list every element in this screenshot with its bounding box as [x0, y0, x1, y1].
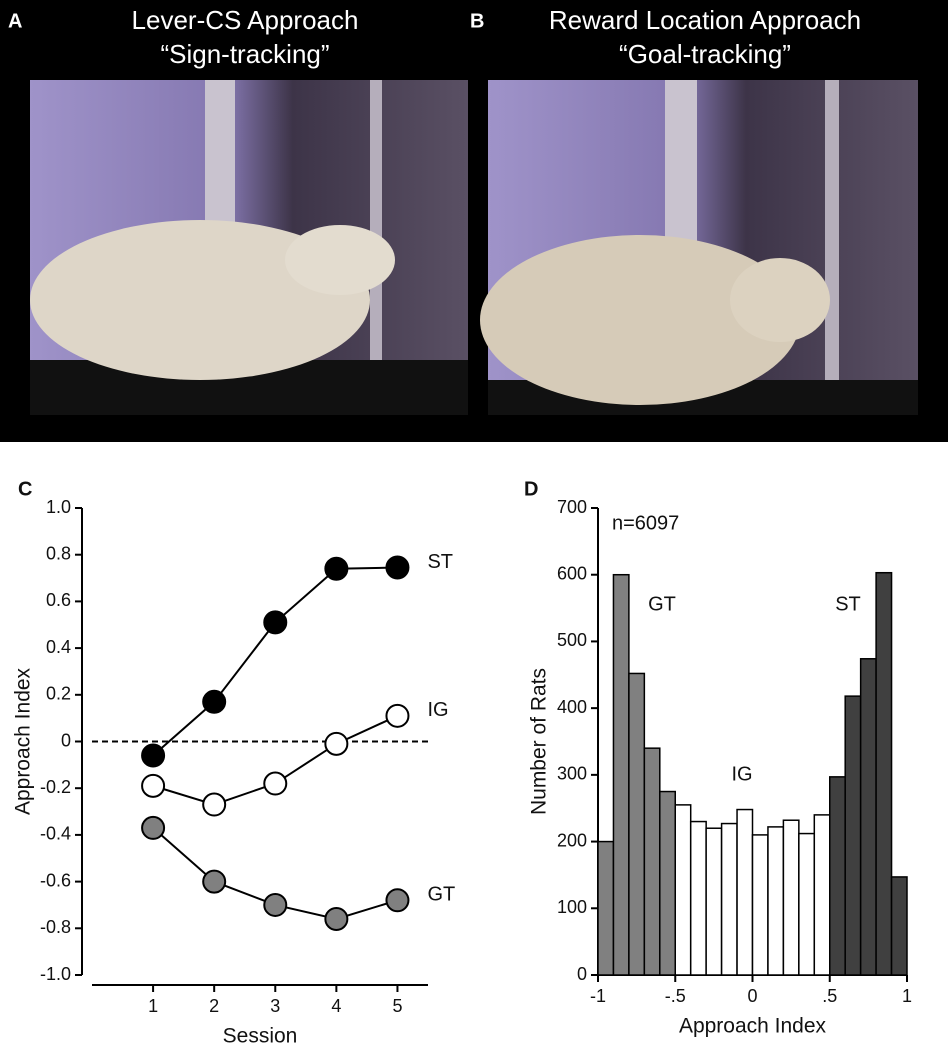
series-label: IG: [427, 699, 448, 721]
photo-a: [30, 80, 468, 415]
annotation: ST: [835, 593, 861, 615]
bar: [612, 573, 630, 976]
photo-subtitle: “Goal-tracking”: [619, 39, 791, 69]
x-tick-label: 1: [148, 996, 158, 1016]
y-tick-label: -0.4: [40, 824, 71, 844]
marker: [202, 689, 227, 714]
y-tick-label: -0.2: [40, 777, 71, 797]
x-axis-label: Approach Index: [679, 1015, 827, 1038]
marker: [141, 773, 166, 798]
bar: [890, 876, 908, 976]
bar: [875, 571, 893, 976]
photo-title: Lever-CS Approach: [132, 5, 359, 35]
photo-title: Reward Location Approach: [549, 5, 861, 35]
marker: [263, 610, 288, 635]
panel-letter: C: [18, 478, 32, 500]
bar: [844, 695, 862, 976]
y-tick-label: -0.8: [40, 917, 71, 937]
annotation: GT: [648, 593, 676, 615]
x-axis-label: Session: [223, 1025, 298, 1048]
y-tick-label: 700: [557, 497, 587, 517]
bar: [628, 672, 646, 976]
bar: [720, 822, 738, 976]
series-line: [152, 566, 398, 757]
y-tick-label: 0.2: [46, 684, 71, 704]
x-tick-label: 1: [902, 986, 912, 1006]
marker: [385, 555, 410, 580]
marker: [263, 892, 288, 917]
y-tick-label: 0.8: [46, 543, 71, 563]
marker: [202, 792, 227, 817]
series-label: GT: [427, 884, 455, 906]
series-label: ST: [427, 551, 453, 573]
marker: [202, 869, 227, 894]
marker: [263, 771, 288, 796]
y-tick-label: 0.6: [46, 590, 71, 610]
x-tick-label: 2: [209, 996, 219, 1016]
y-tick-label: 300: [557, 764, 587, 784]
bar: [798, 832, 816, 976]
bar: [597, 840, 615, 976]
y-tick-label: 1.0: [46, 497, 71, 517]
marker: [385, 888, 410, 913]
y-tick-label: 600: [557, 563, 587, 583]
bar: [689, 820, 707, 976]
annotation: IG: [731, 763, 752, 785]
bar: [829, 776, 846, 976]
y-tick-label: -1.0: [40, 964, 71, 984]
x-tick-label: 0: [747, 986, 757, 1006]
bar: [736, 808, 754, 976]
marker: [324, 906, 349, 931]
bar: [751, 834, 769, 976]
photo-b: [480, 80, 918, 415]
photo-subtitle: “Sign-tracking”: [160, 39, 329, 69]
bar: [767, 826, 785, 976]
bar: [859, 658, 877, 976]
annotation: n=6097: [612, 512, 679, 534]
x-tick-label: 5: [392, 996, 402, 1016]
panel-letter: B: [470, 10, 484, 32]
y-tick-label: -0.6: [40, 870, 71, 890]
marker: [141, 743, 166, 768]
x-tick-label: .5: [822, 986, 837, 1006]
y-tick-label: 500: [557, 630, 587, 650]
bar: [659, 790, 676, 976]
x-tick-label: -1: [590, 986, 606, 1006]
y-tick-label: 0: [61, 730, 71, 750]
x-tick-label: 3: [270, 996, 280, 1016]
y-axis-label: Approach Index: [12, 667, 35, 815]
y-axis-label: Number of Rats: [528, 668, 551, 815]
x-tick-label: 4: [331, 996, 341, 1016]
bar: [643, 747, 661, 976]
y-tick-label: 400: [557, 697, 587, 717]
y-tick-label: 0: [577, 964, 587, 984]
marker: [324, 731, 349, 756]
y-tick-label: 100: [557, 897, 587, 917]
marker: [141, 815, 166, 840]
y-tick-label: 0.4: [46, 637, 71, 657]
bar: [782, 819, 800, 976]
marker: [385, 703, 410, 728]
y-tick-label: 200: [557, 830, 587, 850]
panel-letter: A: [8, 10, 22, 32]
x-tick-label: -.5: [665, 986, 686, 1006]
panel-letter: D: [524, 478, 538, 500]
bar: [813, 814, 831, 976]
bar: [705, 827, 723, 976]
marker: [324, 556, 349, 581]
bar: [674, 804, 692, 976]
